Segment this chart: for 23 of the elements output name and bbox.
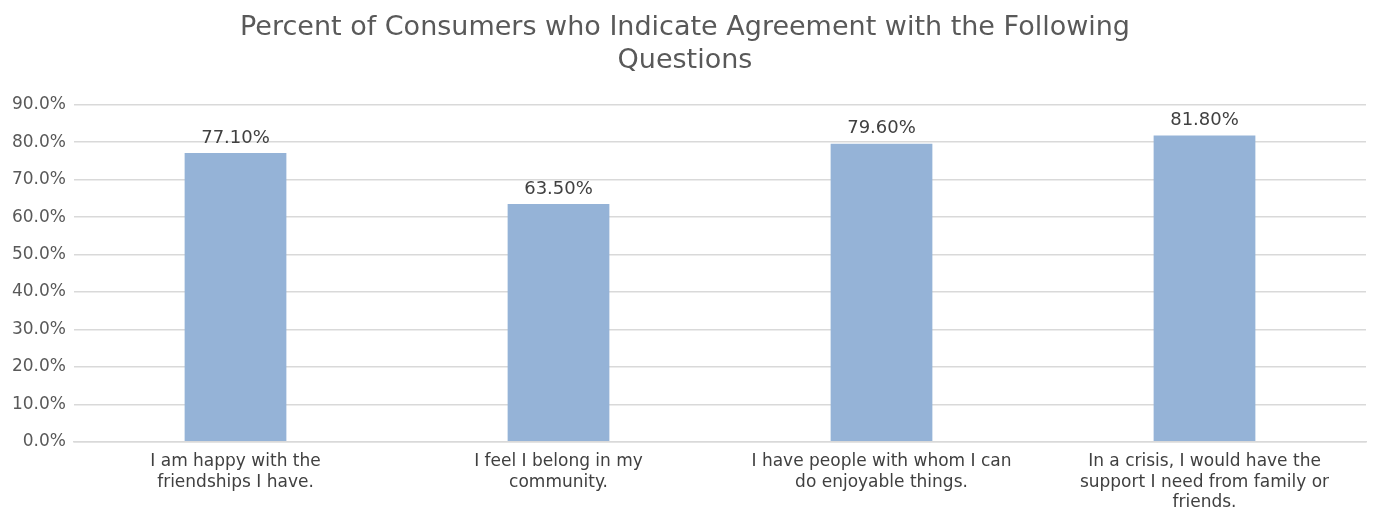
y-tick-label: 70.0% bbox=[11, 168, 66, 189]
y-tick-label: 0.0% bbox=[22, 430, 66, 451]
y-tick-label: 10.0% bbox=[11, 392, 66, 413]
x-tick-label: In a crisis, I would have the support I need from family or friends. bbox=[1079, 450, 1330, 512]
data-label: 79.60% bbox=[847, 116, 916, 138]
data-label: 63.50% bbox=[524, 176, 593, 198]
y-tick-label: 80.0% bbox=[11, 130, 66, 151]
y-tick-label: 20.0% bbox=[11, 355, 66, 376]
x-tick-label: I have people with whom I can do enjoyable things. bbox=[751, 450, 1012, 491]
data-label: 81.80% bbox=[1170, 108, 1239, 130]
y-tick-label: 30.0% bbox=[11, 317, 66, 338]
bar bbox=[830, 143, 933, 442]
y-tick-label: 50.0% bbox=[11, 243, 66, 263]
bar bbox=[1153, 135, 1256, 442]
y-tick-label: 60.0% bbox=[11, 205, 66, 226]
x-tick-label: I am happy with the friendships I have. bbox=[150, 450, 321, 491]
bar bbox=[507, 204, 610, 442]
chart-title: Percent of Consumers who Indicate Agreement with the Following Questions bbox=[239, 10, 1131, 74]
y-tick-label: 40.0% bbox=[11, 280, 66, 301]
bar bbox=[184, 153, 287, 442]
x-tick-label: I feel I belong in my community. bbox=[474, 450, 643, 491]
y-tick-label: 90.0% bbox=[11, 93, 66, 114]
data-label: 77.10% bbox=[201, 125, 270, 147]
